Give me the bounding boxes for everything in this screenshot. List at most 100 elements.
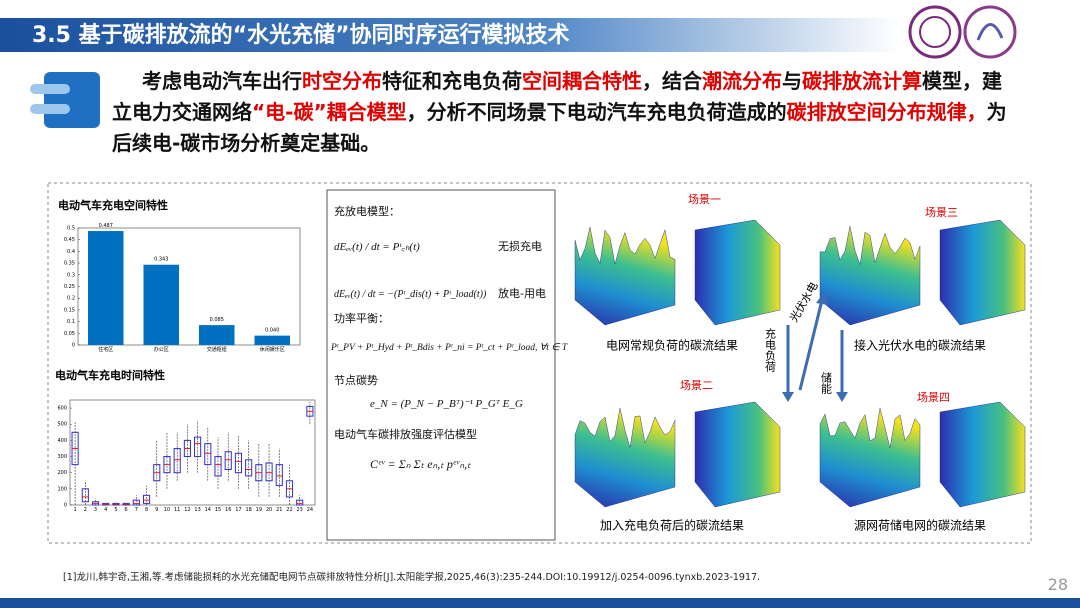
surface <box>574 407 676 508</box>
box <box>265 462 273 482</box>
y-tick-label: 0.05 <box>64 331 75 337</box>
box <box>224 451 232 470</box>
header-bar <box>0 18 900 52</box>
y-tick-label: 0.5 <box>67 226 75 232</box>
intro-segment: 考虑电动汽车出行 <box>142 69 302 93</box>
x-tick-label: 休闲娱乐区 <box>260 346 285 353</box>
intro-segment: 特征和充电负荷 <box>382 69 522 93</box>
box <box>132 499 140 506</box>
model-heading: 节点碳势 <box>334 373 378 387</box>
x-tick-label: 16 <box>225 507 231 513</box>
y-tick-label: 200 <box>57 470 67 476</box>
x-tick-label: 7 <box>135 507 138 513</box>
surface <box>574 226 676 326</box>
equation: Pᵗ_PV + Pᵗ_Hyd + Pᵗ_Bdis + Pᵗ_ni = Pᵗ_ct… <box>330 343 568 353</box>
x-tick-label: 9 <box>155 507 158 513</box>
equation: dEₑᵥ(t) / dt = −(Pᵗ_dis(t) + Pᵗ_load(t)) <box>334 289 487 300</box>
scene-label: 场景四 <box>917 390 950 404</box>
value-label: 0.040 <box>265 328 279 334</box>
y-tick-label: 0.15 <box>64 307 75 313</box>
value-label: 0.343 <box>154 257 168 263</box>
x-tick-label: 24 <box>307 507 313 513</box>
model-text: 充放电模型： dEₑᵥ(t) / dt = Pᵗ꜀ₕ(t) 无损充电 dEₑᵥ(… <box>330 204 568 471</box>
logos <box>908 5 1017 59</box>
intro-segment: 模型，建立电力交通网络 <box>112 69 1002 124</box>
y-tick-label: 0.45 <box>64 237 75 243</box>
y-tick-label: 0.25 <box>64 284 75 290</box>
intro-segment: 空间耦合特性 <box>522 69 642 93</box>
x-tick-label: 住宅区 <box>98 346 113 353</box>
model-frame <box>326 189 556 541</box>
y-tick-label: 0 <box>64 503 67 509</box>
scene-caption: 接入光伏水电的碳流结果 <box>854 338 986 353</box>
x-tick-label: 6 <box>125 507 128 513</box>
intro-segment: 碳排放流计算 <box>802 69 922 93</box>
x-tick-label: 5 <box>114 507 117 513</box>
x-tick-label: 18 <box>245 507 251 513</box>
y-tick-label: 0.3 <box>67 272 75 278</box>
x-tick-label: 14 <box>205 507 211 513</box>
bar <box>87 231 124 345</box>
bar <box>198 325 235 345</box>
intro-segment: ，分析不同场景下电动汽车充电负荷造成的 <box>406 100 787 124</box>
box <box>173 447 181 474</box>
intro-segment: 潮流分布 <box>702 69 782 93</box>
surface <box>939 401 1026 508</box>
bar <box>254 335 291 345</box>
chart-title: 电动气车充电空间特性 <box>58 198 168 212</box>
surface <box>819 408 921 508</box>
equation-note: 放电-用电 <box>498 286 546 300</box>
scene-label: 场景一 <box>688 192 721 206</box>
x-tick-label: 19 <box>256 507 262 513</box>
y-tick-label: 500 <box>57 422 67 428</box>
plot-area <box>69 399 316 506</box>
reference: [1]龙川,韩宇奇,王湘,等.考虑储能损耗的水光充储配电网节点碳排放特性分析[J… <box>63 571 760 583</box>
x-tick-label: 23 <box>297 507 303 513</box>
arrow-head <box>836 392 848 402</box>
x-tick-label: 21 <box>276 507 282 513</box>
box <box>245 459 253 477</box>
y-tick-label: 0.35 <box>64 261 75 267</box>
header-title: 3.5 基于碳排放流的“水光充储”协同时序运行模拟技术 <box>32 22 570 48</box>
y-tick-label: 100 <box>57 486 67 492</box>
x-tick-label: 3 <box>94 507 97 513</box>
arrow-label: 光伏水电 <box>786 279 820 324</box>
surface-plot <box>819 401 1026 508</box>
page-number: 28 <box>1048 575 1068 594</box>
intro-segment: “电-碳”耦合模型 <box>252 100 407 124</box>
model-heading: 功率平衡： <box>334 311 389 325</box>
section-icon <box>30 72 100 128</box>
x-tick-label: 1 <box>74 507 77 513</box>
equation: dEₑᵥ(t) / dt = Pᵗ꜀ₕ(t) <box>334 241 420 253</box>
box <box>81 488 89 503</box>
model-heading: 电动气车碳排放强度评估模型 <box>334 427 477 441</box>
footer-bar <box>0 598 1080 608</box>
x-tick-label: 交通枢纽 <box>207 346 227 353</box>
intro-paragraph: 考虑电动汽车出行时空分布特征和充电负荷空间耦合特性，结合潮流分布与碳排放流计算模… <box>112 66 1012 159</box>
intro-segment: 为后续电-碳市场分析奠定基础。 <box>112 100 1007 155</box>
y-tick-label: 0.2 <box>67 296 75 302</box>
value-label: 0.085 <box>210 317 224 323</box>
box <box>214 456 222 477</box>
box <box>234 452 242 474</box>
value-label: 0.487 <box>99 223 113 229</box>
scene-caption: 源网荷储电网的碳流结果 <box>854 518 986 533</box>
x-tick-label: 15 <box>215 507 221 513</box>
scene-caption: 电网常规负荷的碳流结果 <box>606 338 738 353</box>
intro-segment: 碳排放空间分布规律， <box>786 100 987 124</box>
intro-segment: ，结合 <box>642 69 702 93</box>
box <box>296 499 304 506</box>
y-tick-label: 0.4 <box>67 249 75 255</box>
surface-plot <box>574 401 781 508</box>
model-heading: 充放电模型： <box>334 204 400 218</box>
x-tick-label: 12 <box>184 507 190 513</box>
arrow-head <box>782 392 794 402</box>
x-tick-label: 办公区 <box>154 346 169 353</box>
box <box>204 443 212 466</box>
x-tick-label: 13 <box>194 507 200 513</box>
x-tick-label: 20 <box>266 507 272 513</box>
surface <box>694 401 781 508</box>
x-tick-label: 2 <box>84 507 87 513</box>
